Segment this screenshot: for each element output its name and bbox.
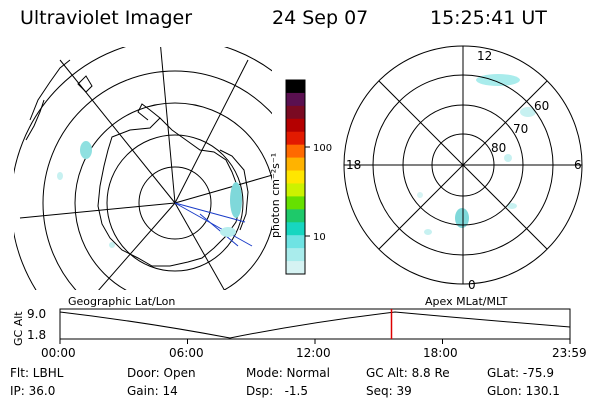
mlat-label-70: 70	[513, 122, 528, 136]
colorbar-band	[286, 144, 305, 159]
colorbar-band	[286, 105, 305, 120]
mlt-label-noon: 12	[477, 49, 492, 63]
geo-coastlines	[25, 59, 249, 267]
colorbar-gradient	[286, 80, 305, 275]
colorbar-band	[286, 131, 305, 146]
colorbar: 100 10 photon cm⁻²s⁻¹	[269, 79, 332, 275]
mlat-label-60: 60	[534, 99, 549, 113]
geo-latitude-circles	[14, 47, 272, 290]
dsp-readout: Dsp: -1.5	[246, 384, 308, 398]
colorbar-band	[286, 170, 305, 184]
gc-alt-readout: GC Alt: 8.8 Re	[366, 366, 450, 380]
filter-readout: Flt: LBHL	[10, 366, 64, 380]
mlt-label-midnight: 0	[468, 278, 476, 292]
altitude-plot-ticks	[59, 339, 571, 344]
colorbar-band	[286, 157, 305, 172]
geo-overlay-lines	[174, 202, 253, 247]
colorbar-band	[286, 248, 305, 262]
glat-readout: GLat: -75.9	[487, 366, 554, 380]
altitude-xtick-0600: 06:00	[169, 346, 204, 360]
mlat-circles	[343, 45, 583, 285]
colorbar-tick-100: 100	[313, 143, 332, 154]
altitude-ytick-max: 9.0	[27, 307, 46, 321]
magnetic-map-label: Apex MLat/MLT	[425, 295, 508, 308]
altitude-xtick-0000: 00:00	[41, 346, 76, 360]
mlt-label-dawn: 6	[574, 158, 582, 172]
altitude-xtick-1800: 18:00	[423, 346, 458, 360]
mlt-label-dusk: 18	[346, 158, 361, 172]
mlt-meridians	[344, 46, 582, 284]
colorbar-band	[286, 235, 305, 249]
altitude-ylabel: GC Alt	[12, 311, 25, 346]
colorbar-band	[286, 118, 305, 133]
observation-date: 24 Sep 07	[272, 7, 368, 29]
colorbar-band	[286, 92, 305, 107]
mlat-label-80: 80	[491, 141, 506, 155]
geo-aurora-emission	[57, 141, 242, 248]
colorbar-band	[286, 183, 305, 197]
instrument-title: Ultraviolet Imager	[20, 7, 192, 29]
geographic-map-label: Geographic Lat/Lon	[68, 295, 175, 308]
altitude-plot: GC Alt 9.0 1.8 00:00 06:00 12:00 18:00 2…	[12, 307, 587, 360]
observation-time: 15:25:41 UT	[430, 7, 547, 29]
colorbar-band	[286, 80, 305, 94]
colorbar-tick-10: 10	[313, 232, 326, 243]
altitude-xtick-2359: 23:59	[552, 346, 587, 360]
colorbar-ticks	[305, 146, 310, 237]
geographic-map	[14, 47, 272, 290]
magnetic-map: 12 18 6 0 60 70 80	[343, 45, 583, 292]
instrument-status: Flt: LBHL IP: 36.0 Door: Open Gain: 14 M…	[10, 366, 560, 398]
altitude-ytick-min: 1.8	[27, 328, 46, 342]
colorbar-band	[286, 209, 305, 223]
glon-readout: GLon: 130.1	[487, 384, 560, 398]
mode-readout: Mode: Normal	[246, 366, 330, 380]
colorbar-band	[286, 261, 305, 275]
altitude-curve	[59, 311, 571, 339]
altitude-xtick-1200: 12:00	[296, 346, 331, 360]
colorbar-band	[286, 196, 305, 210]
door-readout: Door: Open	[127, 366, 196, 380]
colorbar-band	[286, 222, 305, 236]
colorbar-unit-label: photon cm⁻²s⁻¹	[269, 153, 282, 238]
gain-readout: Gain: 14	[127, 384, 178, 398]
magnetic-map-interior	[344, 46, 582, 284]
seq-readout: Seq: 39	[366, 384, 412, 398]
geo-meridians	[19, 47, 272, 290]
ip-readout: IP: 36.0	[10, 384, 55, 398]
mag-aurora-emission	[417, 74, 536, 235]
